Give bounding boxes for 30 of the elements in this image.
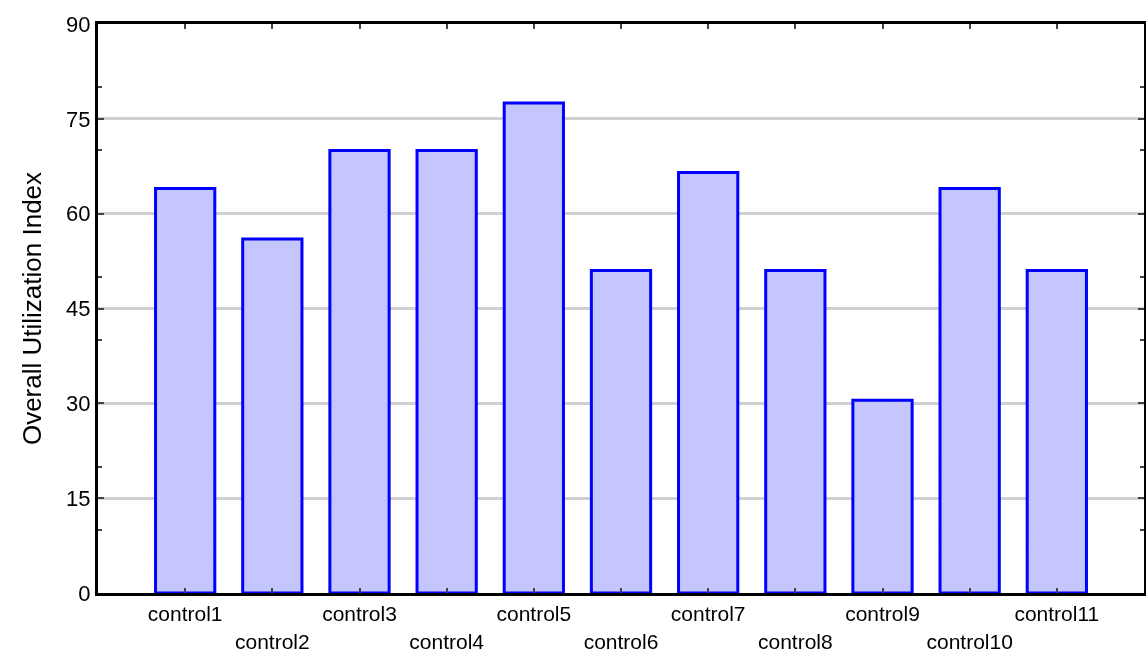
y-tick-label: 30 [66, 391, 91, 417]
x-tick-label: control1 [147, 602, 223, 626]
bar [241, 237, 304, 593]
bar [1025, 269, 1088, 593]
bar [677, 171, 740, 593]
y-tick-label: 90 [66, 11, 91, 37]
bar [415, 148, 478, 593]
x-tick-label: control8 [757, 629, 833, 653]
bar [154, 186, 217, 593]
x-tick-label: control11 [1014, 602, 1100, 626]
y-tick-label: 60 [66, 201, 91, 227]
bar [764, 269, 827, 593]
x-tick-label: control9 [845, 602, 920, 626]
y-tick-label: 0 [78, 580, 91, 606]
bar [328, 148, 391, 593]
x-tick-label: control6 [583, 629, 659, 653]
bar [851, 398, 914, 593]
x-tick-label: control3 [322, 602, 397, 626]
bar [589, 269, 653, 593]
y-tick-label: 15 [66, 485, 91, 511]
x-tick-label: control10 [926, 629, 1013, 653]
y-axis-title: Overall Utilization Index [16, 171, 47, 446]
bar [502, 101, 565, 593]
x-tick-label: control2 [234, 629, 310, 653]
x-tick-label: control4 [409, 629, 485, 653]
y-tick-label: 75 [66, 106, 91, 132]
bar [938, 186, 1001, 593]
y-tick-label: 45 [66, 296, 91, 322]
x-tick-label: control5 [496, 602, 572, 626]
x-tick-label: control7 [670, 602, 746, 626]
